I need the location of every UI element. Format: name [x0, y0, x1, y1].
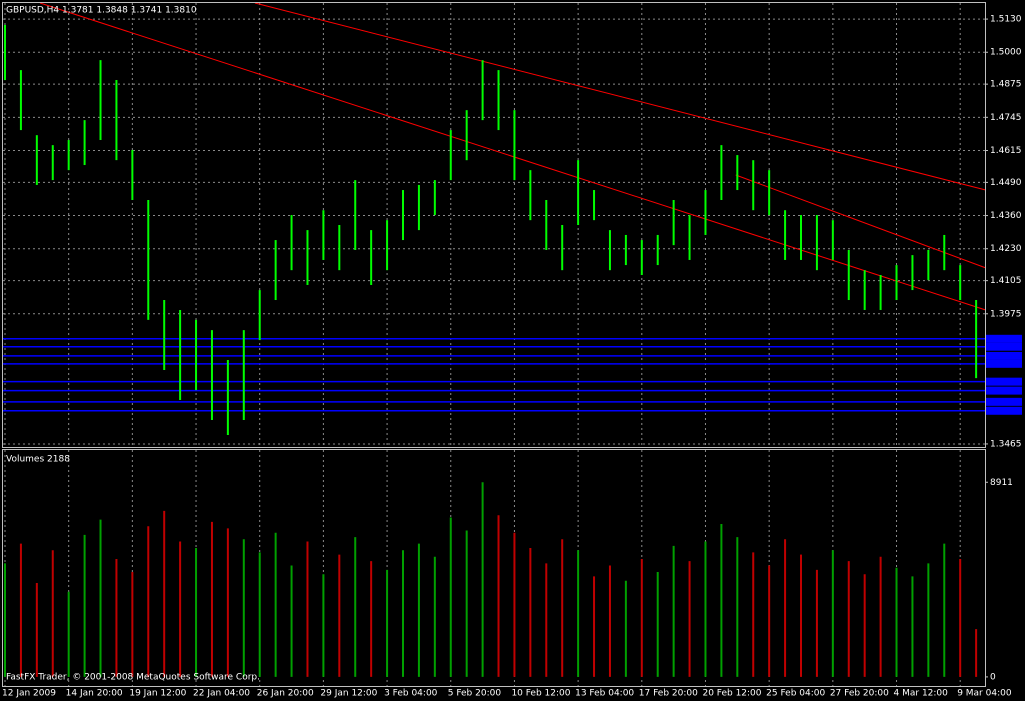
x-tick-label: 9 Mar 04:00 [957, 689, 1012, 699]
y-tick-label: 1.3975 [990, 309, 1022, 319]
marks [3, 2, 986, 677]
trendline [254, 2, 986, 191]
x-tick-label: 10 Feb 12:00 [511, 689, 570, 699]
y-tick-label: 1.4745 [990, 113, 1022, 123]
y-tick-label: 1.5130 [990, 15, 1022, 25]
chart-title: GBPUSD,H4 1.3781 1.3848 1.3741 1.3810 [6, 6, 197, 16]
y-tick-label: 1.4615 [990, 146, 1022, 156]
x-tick-label: 12 Jan 2009 [2, 689, 56, 699]
y-tick-label: 1.5000 [990, 48, 1022, 58]
x-tick-label: 4 Mar 12:00 [894, 689, 949, 699]
x-tick-label: 19 Jan 12:00 [129, 689, 186, 699]
level-tag [986, 342, 1022, 351]
x-tick-label: 26 Jan 20:00 [257, 689, 314, 699]
x-tick-label: 22 Jan 04:00 [193, 689, 250, 699]
copyright: FastFX Trader, © 2001-2008 MetaQuotes So… [6, 673, 260, 683]
x-tick-label: 14 Jan 20:00 [66, 689, 123, 699]
y-tick-label: 1.3465 [990, 439, 1022, 449]
price-panel-frame [2, 2, 986, 448]
x-tick-label: 17 Feb 20:00 [639, 689, 698, 699]
y-tick-label: 1.4875 [990, 80, 1022, 90]
level-tag [986, 386, 1022, 395]
level-tag [986, 359, 1022, 368]
trendline [39, 2, 986, 311]
x-tick-label: 3 Feb 04:00 [384, 689, 438, 699]
x-tick-label: 20 Feb 12:00 [702, 689, 761, 699]
level-tag [986, 377, 1022, 386]
volume-tick-label: 0 [990, 672, 996, 682]
x-tick-label: 5 Feb 20:00 [448, 689, 502, 699]
x-tick-label: 27 Feb 20:00 [830, 689, 889, 699]
volume-title: Volumes 2188 [6, 455, 70, 465]
level-tag [986, 397, 1022, 406]
x-tick-label: 29 Jan 12:00 [320, 689, 377, 699]
level-tag [986, 334, 1022, 343]
x-tick-label: 13 Feb 04:00 [575, 689, 634, 699]
y-tick-label: 1.4490 [990, 178, 1022, 188]
y-tick-label: 1.4230 [990, 244, 1022, 254]
y-tick-label: 1.4360 [990, 211, 1022, 221]
x-tick-label: 25 Feb 04:00 [766, 689, 825, 699]
y-tick-label: 1.4105 [990, 276, 1022, 286]
volume-panel-frame [2, 449, 986, 687]
level-tag [986, 351, 1022, 360]
volume-tick-label: 8911 [990, 478, 1013, 488]
level-tag [986, 406, 1022, 415]
